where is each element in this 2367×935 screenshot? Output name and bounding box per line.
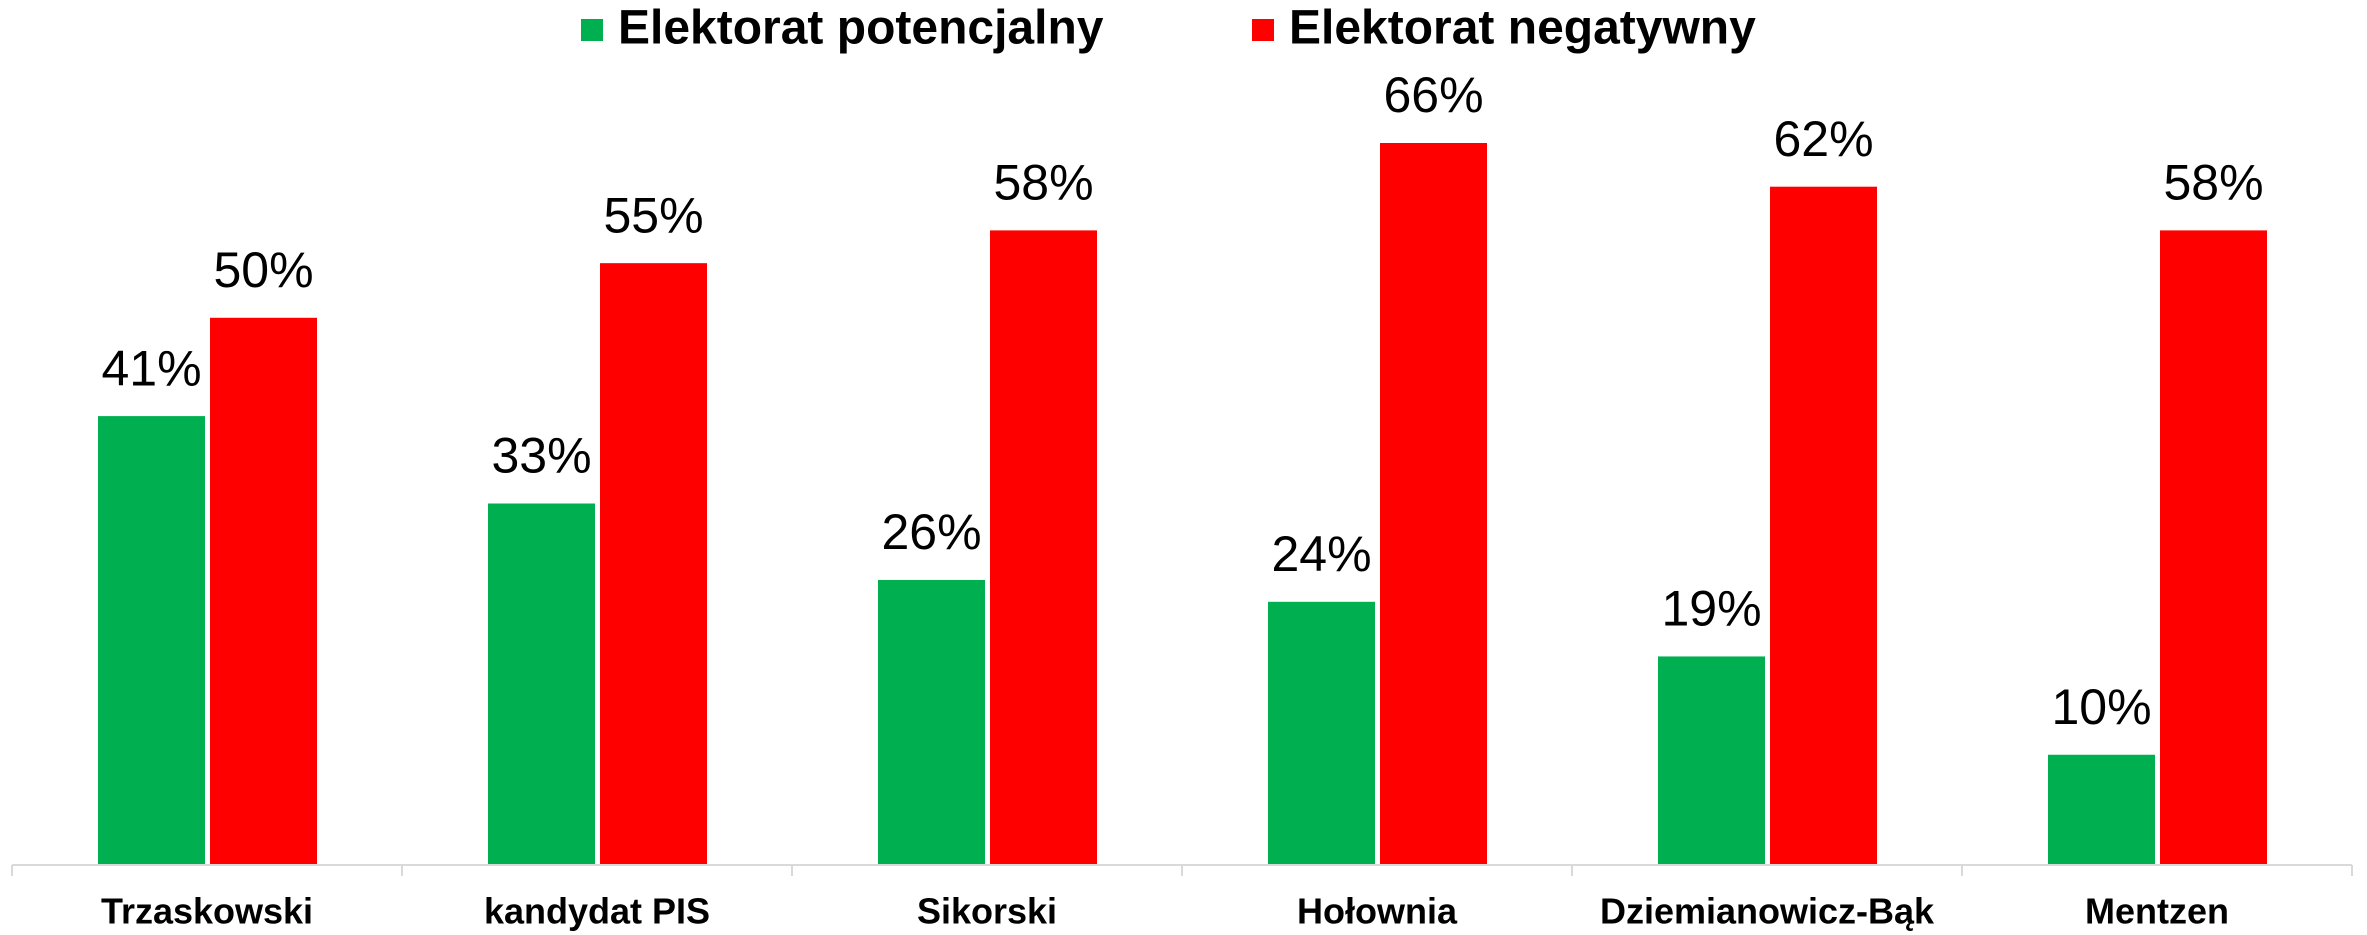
bar — [878, 579, 985, 864]
x-tick-label: Trzaskowski — [101, 891, 313, 932]
data-label: 58% — [2163, 155, 2263, 211]
bar — [1658, 656, 1765, 864]
bar — [98, 416, 205, 864]
x-tick-label: Sikorski — [917, 891, 1057, 932]
x-tick-label: Mentzen — [2085, 891, 2229, 932]
data-label: 19% — [1661, 581, 1761, 637]
legend-label: Elektorat negatywny — [1289, 2, 1756, 55]
data-label: 26% — [881, 504, 981, 560]
legend-label: Elektorat potencjalny — [618, 2, 1104, 55]
bar — [1268, 601, 1375, 864]
legend-swatch — [581, 19, 603, 41]
bar — [2048, 754, 2155, 864]
bar — [210, 317, 317, 865]
data-label: 24% — [1271, 526, 1371, 582]
data-label: 58% — [993, 155, 1093, 211]
data-label: 50% — [213, 242, 313, 298]
legend-swatch — [1252, 19, 1274, 41]
data-label: 55% — [603, 187, 703, 243]
bar — [600, 263, 707, 865]
data-label: 62% — [1773, 111, 1873, 167]
bar — [2160, 230, 2267, 865]
data-label: 66% — [1383, 67, 1483, 123]
data-label: 10% — [2051, 679, 2151, 735]
data-label: 41% — [101, 340, 201, 396]
bar — [1380, 143, 1487, 864]
x-tick-label: kandydat PIS — [484, 891, 710, 932]
x-tick-label: Hołownia — [1297, 891, 1458, 932]
bar — [990, 230, 1097, 865]
bar — [1770, 186, 1877, 865]
x-tick-label: Dziemianowicz-Bąk — [1600, 891, 1935, 932]
bar — [488, 503, 595, 864]
data-label: 33% — [491, 428, 591, 484]
